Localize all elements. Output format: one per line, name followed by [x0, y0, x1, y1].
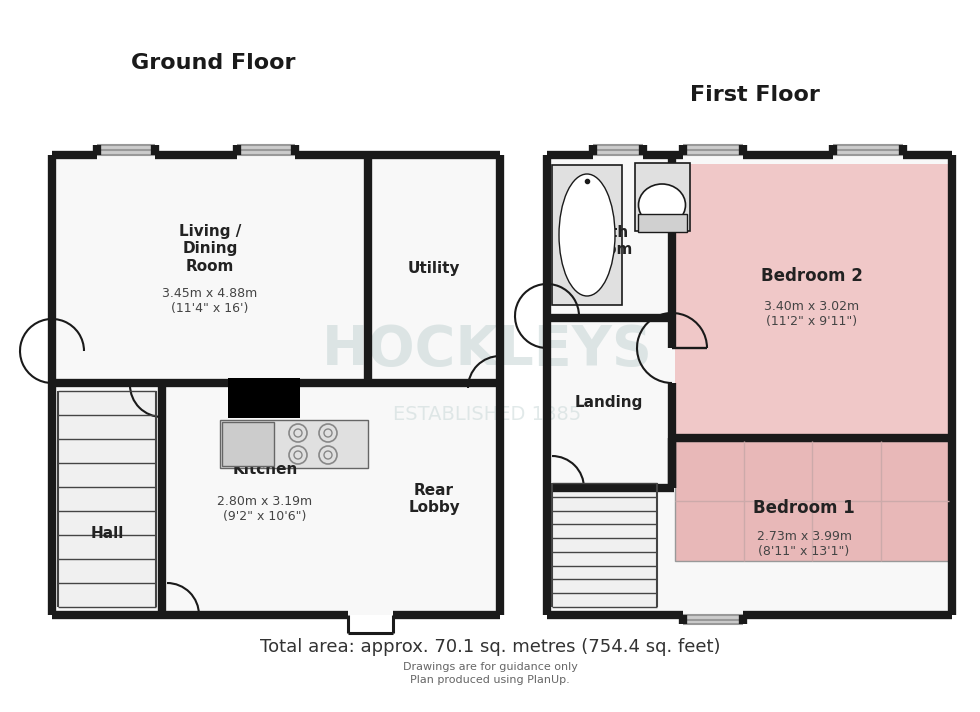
Text: Kitchen: Kitchen	[232, 461, 298, 476]
Text: Rear
Lobby: Rear Lobby	[408, 483, 460, 515]
Bar	[97, 144, 155, 154]
Bar	[552, 165, 622, 305]
Text: ESTABLISHED 1885: ESTABLISHED 1885	[393, 406, 581, 424]
Bar	[547, 155, 952, 615]
Bar	[52, 155, 500, 615]
Ellipse shape	[639, 184, 685, 226]
Bar	[237, 144, 295, 154]
Text: Hall: Hall	[90, 526, 123, 542]
Bar	[683, 615, 743, 624]
Text: 2.73m x 3.99m
(8'11" x 13'1"): 2.73m x 3.99m (8'11" x 13'1")	[757, 530, 852, 558]
Bar	[220, 420, 368, 468]
Text: Drawings are for guidance only: Drawings are for guidance only	[403, 662, 577, 672]
Bar	[593, 144, 643, 154]
Text: Ground Floor: Ground Floor	[130, 53, 295, 73]
Text: First Floor: First Floor	[690, 85, 820, 105]
Bar	[222, 422, 274, 466]
Text: Bath
Room: Bath Room	[585, 225, 633, 257]
Text: Living /
Dining
Room: Living / Dining Room	[178, 224, 241, 274]
Text: 3.45m x 4.88m
(11'4" x 16'): 3.45m x 4.88m (11'4" x 16')	[163, 287, 258, 315]
Text: 3.40m x 3.02m
(11'2" x 9'11"): 3.40m x 3.02m (11'2" x 9'11")	[764, 300, 859, 328]
Bar	[675, 441, 949, 561]
Bar	[833, 144, 903, 154]
Text: Total area: approx. 70.1 sq. metres (754.4 sq. feet): Total area: approx. 70.1 sq. metres (754…	[260, 638, 720, 656]
Text: Utility: Utility	[408, 261, 461, 276]
Bar	[58, 391, 156, 607]
Bar	[638, 214, 687, 232]
Text: HOCKLEYS: HOCKLEYS	[321, 323, 653, 377]
Text: Bedroom 2: Bedroom 2	[761, 267, 863, 285]
Bar	[675, 164, 949, 441]
Bar	[228, 378, 300, 418]
Bar	[552, 483, 657, 607]
Bar	[683, 144, 743, 154]
Text: 2.80m x 3.19m
(9'2" x 10'6"): 2.80m x 3.19m (9'2" x 10'6")	[218, 495, 313, 523]
Ellipse shape	[559, 174, 615, 296]
Bar	[635, 163, 690, 231]
Text: Landing: Landing	[575, 395, 643, 411]
Text: Plan produced using PlanUp.: Plan produced using PlanUp.	[410, 675, 570, 685]
Text: Bedroom 1: Bedroom 1	[753, 499, 855, 517]
